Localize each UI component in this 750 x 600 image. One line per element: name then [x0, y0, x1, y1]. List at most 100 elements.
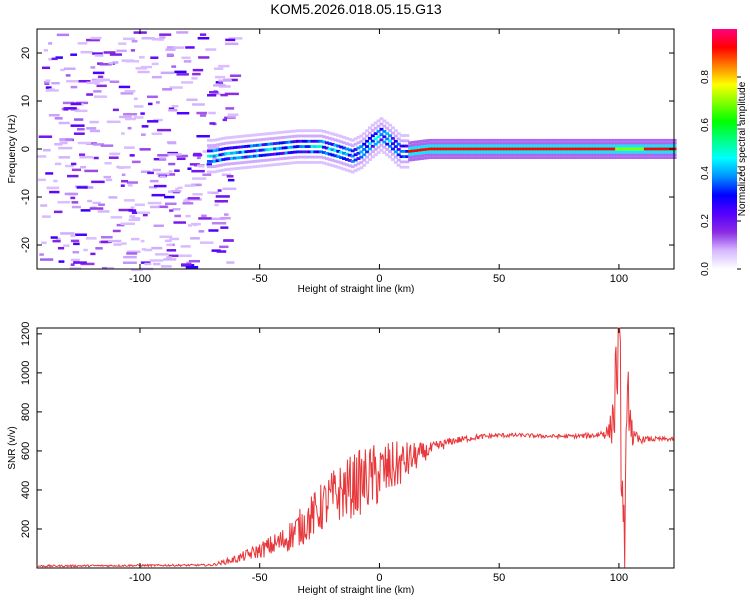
spectrogram-cell [635, 138, 640, 142]
spectrogram-cell [514, 138, 519, 142]
spectrogram-cell [373, 153, 378, 157]
spectrogram-cell [439, 138, 444, 142]
spectrogram-cell [301, 145, 306, 148]
spectrogram-cell [382, 130, 387, 133]
spectrogram-cell [141, 248, 146, 251]
spectrogram-cell [227, 178, 235, 182]
spectrogram-cell [133, 116, 144, 119]
spectrogram-cell [207, 149, 212, 153]
spectrogram-cell [413, 140, 418, 144]
spectrogram-cell [436, 150, 441, 154]
spectrogram-cell [672, 153, 677, 157]
spectrogram-cell [176, 157, 186, 161]
spectrogram-cell [531, 147, 536, 151]
spectrogram-cell [42, 148, 51, 152]
spectrogram-cell [399, 149, 404, 153]
spectrogram-cell [577, 144, 582, 148]
spectrogram-cell [626, 150, 631, 154]
spectrogram-cell [206, 163, 212, 166]
snr-x-tick-label: 50 [493, 572, 505, 584]
spectrogram-cell [606, 138, 611, 142]
spectrogram-cell [70, 196, 76, 200]
spectrogram-cell [419, 148, 424, 152]
spectrogram-cell [54, 117, 63, 120]
spectrogram-cell [48, 88, 55, 91]
spectrogram-cell [531, 153, 536, 157]
spectrogram-cell [434, 138, 439, 142]
spectrogram-cell [333, 138, 338, 142]
spectrogram-cell [301, 129, 306, 133]
spectrogram-cell [247, 144, 252, 148]
spectrogram-cell [465, 150, 470, 154]
spectrogram-cell [350, 138, 355, 142]
spectrogram-cell [235, 145, 240, 149]
spectrogram-cell [159, 33, 172, 36]
spectrogram-cell [623, 156, 628, 159]
spectrogram-cell [250, 160, 255, 164]
spectrogram-cell [626, 141, 631, 145]
spectrogram-cell [546, 147, 551, 151]
spectrogram-cell [100, 144, 114, 147]
spectrogram-cell [244, 150, 249, 154]
spectrogram-cell [623, 144, 628, 148]
spectrogram-cell [451, 156, 456, 159]
spectrogram-cell [215, 143, 220, 147]
spectrogram-cell [339, 161, 344, 165]
spectrogram-cell [563, 156, 568, 159]
spectrogram-cell [342, 157, 347, 160]
spectrogram-cell [503, 147, 508, 151]
spectrogram-cell [589, 150, 594, 154]
spectrogram-cell [439, 144, 444, 148]
spectrogram-cell [58, 146, 73, 150]
spectrogram-cell [508, 141, 513, 145]
spectrogram-cell [84, 186, 94, 189]
spectrogram-cell [63, 67, 76, 70]
spectrogram-cell [157, 128, 172, 132]
spectrogram-cell [128, 218, 141, 221]
spectrogram-cell [159, 235, 173, 239]
spectrogram-cell [223, 78, 232, 82]
spectrogram-cell [261, 164, 266, 168]
spectrogram-cell [537, 141, 542, 145]
spectrogram-cell [669, 150, 674, 154]
spectrogram-cell [373, 148, 378, 151]
spectrogram-cell [147, 201, 162, 205]
spectrogram-cell [70, 234, 76, 238]
spectrogram-y-tick-label: 0 [20, 146, 32, 152]
spectrogram-cell [238, 156, 243, 159]
spectrogram-cell [367, 152, 372, 156]
spectrogram-cell [169, 86, 183, 89]
spectrogram-cell [258, 143, 263, 147]
spectrogram-cell [528, 144, 533, 148]
spectrogram-cell [333, 154, 338, 158]
spectrogram-cell [273, 152, 278, 156]
spectrogram-cell [574, 156, 579, 159]
spectrogram-cell [620, 150, 625, 154]
spectrogram-cell [620, 156, 625, 159]
spectrogram-cell [212, 138, 217, 142]
spectrogram-cell [503, 150, 508, 154]
spectrogram-cell [376, 130, 381, 133]
spectrogram-cell [482, 138, 487, 142]
spectrogram-cell [560, 156, 565, 159]
spectrogram-cell [284, 140, 289, 144]
spectrogram-cell [416, 157, 421, 161]
spectrogram-cell [296, 129, 301, 133]
spectrogram-cell [617, 153, 622, 157]
spectrogram-cell [603, 156, 608, 159]
spectrogram-cell [244, 160, 249, 164]
spectrogram-cell [181, 263, 192, 266]
colorbar-gradient [712, 29, 737, 269]
spectrogram-cell [324, 136, 329, 139]
spectrogram-cell [413, 157, 418, 161]
spectrogram-cell [520, 156, 525, 159]
spectrogram-cell [192, 72, 201, 76]
spectrogram-cell [548, 138, 553, 142]
spectrogram-cell [658, 138, 663, 142]
spectrogram-cell [200, 114, 207, 117]
spectrogram-cell [491, 147, 496, 151]
spectrogram-cell [264, 143, 269, 146]
spectrogram-cell [436, 156, 441, 159]
spectrogram-cell [382, 140, 387, 144]
